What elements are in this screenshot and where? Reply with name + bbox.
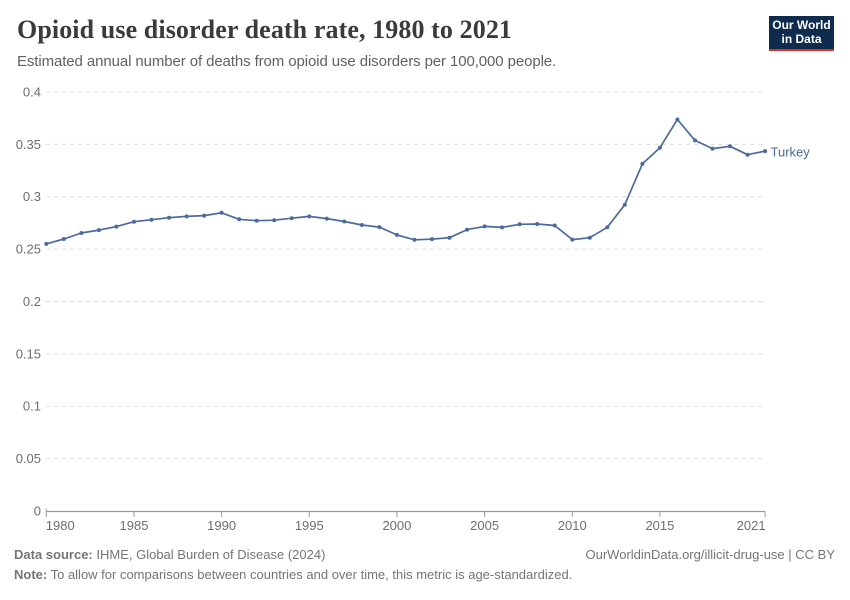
svg-text:0.2: 0.2 <box>23 294 41 309</box>
svg-text:0.15: 0.15 <box>16 346 41 361</box>
svg-text:2010: 2010 <box>558 518 587 533</box>
svg-text:2021: 2021 <box>737 518 766 533</box>
svg-text:2000: 2000 <box>382 518 411 533</box>
svg-text:0: 0 <box>34 504 41 519</box>
svg-text:0.4: 0.4 <box>23 85 41 100</box>
svg-text:1985: 1985 <box>120 518 149 533</box>
svg-text:2005: 2005 <box>470 518 499 533</box>
svg-text:2015: 2015 <box>645 518 674 533</box>
svg-text:Turkey: Turkey <box>771 144 811 159</box>
svg-text:1990: 1990 <box>207 518 236 533</box>
svg-text:0.25: 0.25 <box>16 242 41 257</box>
svg-text:1980: 1980 <box>46 518 75 533</box>
svg-text:1995: 1995 <box>295 518 324 533</box>
svg-text:0.35: 0.35 <box>16 137 41 152</box>
svg-text:0.3: 0.3 <box>23 189 41 204</box>
svg-text:0.1: 0.1 <box>23 399 41 414</box>
svg-text:0.05: 0.05 <box>16 451 41 466</box>
